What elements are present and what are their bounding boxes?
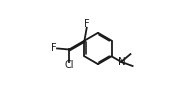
Text: N: N [118, 57, 126, 67]
Text: F: F [51, 43, 57, 53]
Text: F: F [84, 19, 90, 29]
Text: Cl: Cl [64, 60, 74, 70]
